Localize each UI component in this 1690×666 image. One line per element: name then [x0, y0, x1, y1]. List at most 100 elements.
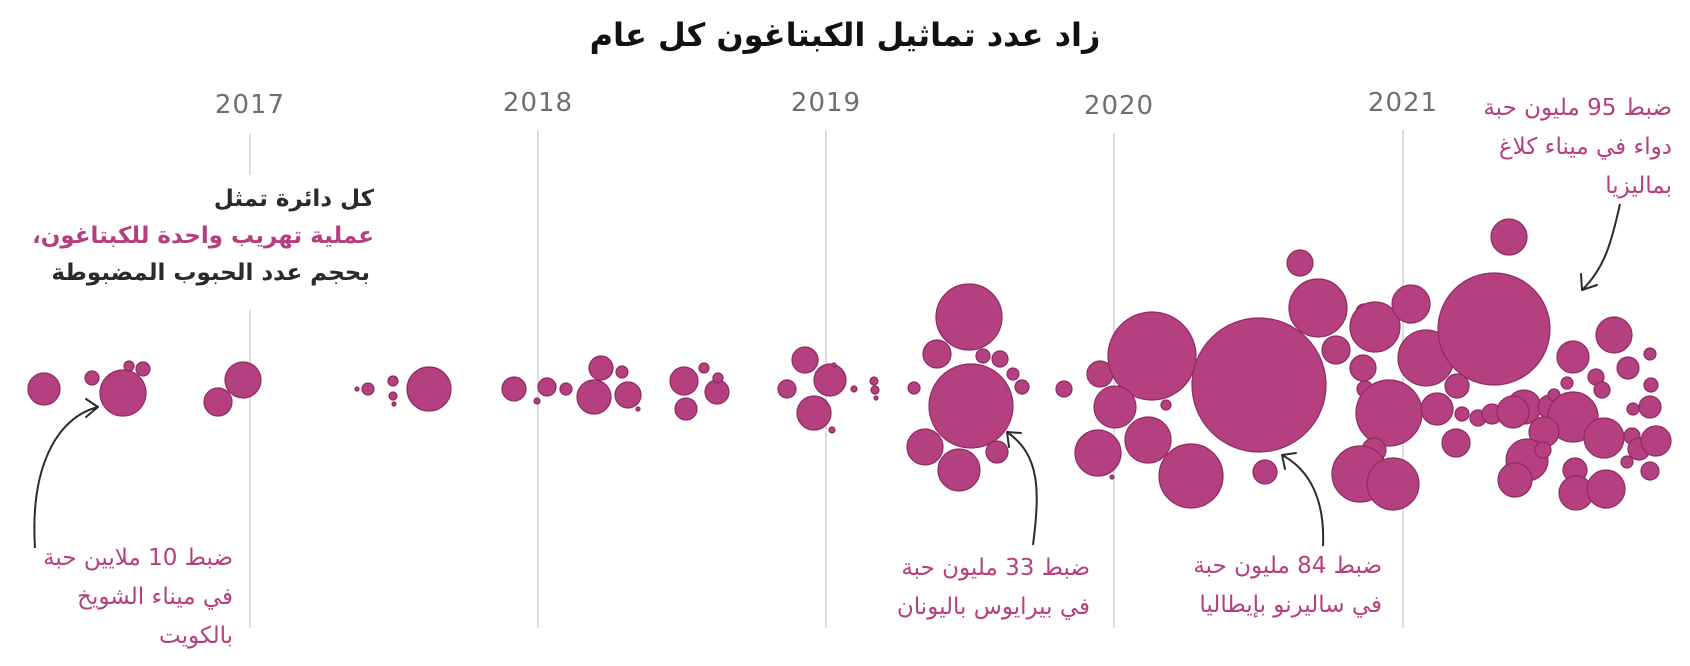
annotations: ضبط 10 ملايين حبة في ميناء الشويخ بالكوي… [43, 95, 1672, 649]
seizure-bubble-53 [1160, 399, 1172, 411]
seizure-bubble-98 [1496, 395, 1530, 429]
seizure-bubble-72 [1366, 457, 1420, 511]
seizure-bubble-55 [1074, 429, 1122, 477]
arrow-italy [1281, 454, 1325, 547]
seizure-bubble-91 [1638, 395, 1662, 419]
legend-line-2: عملية تهريب واحدة للكبتاغون، [32, 223, 374, 249]
annotation-greece-line-2: في بيرايوس باليونان [897, 594, 1090, 620]
seizure-bubble-15 [533, 397, 541, 405]
seizure-bubble-80 [1490, 218, 1528, 256]
seizure-bubble-69 [1355, 379, 1423, 447]
annotation-malaysia-line-2: دواء في ميناء كلاغ [1499, 134, 1672, 160]
seizure-bubble-47 [937, 448, 981, 492]
annotation-malaysia-line-1: ضبط 95 مليون حبة [1483, 95, 1672, 121]
seizure-bubble-4 [123, 360, 135, 372]
seizure-bubble-6 [203, 387, 233, 417]
seizure-bubble-76 [1420, 392, 1454, 426]
seizure-bubble-29 [791, 346, 819, 374]
annotation-italy-line-2: في ساليرنو بإيطاليا [1199, 592, 1382, 618]
seizure-bubble-25 [704, 379, 730, 405]
seizure-bubble-19 [615, 365, 629, 379]
seizure-bubble-20 [576, 379, 612, 415]
seizure-bubble-32 [850, 385, 858, 393]
seizure-bubble-28 [777, 379, 797, 399]
seizure-bubble-97 [1441, 428, 1471, 458]
seizure-bubble-45 [928, 363, 1014, 449]
seizure-bubble-27 [674, 397, 698, 421]
seizure-bubble-87 [1595, 316, 1633, 354]
seizure-bubble-8 [354, 386, 360, 392]
seizure-bubble-16 [537, 377, 557, 397]
arrow-malaysia [1581, 203, 1621, 291]
annotation-italy-line-1: ضبط 84 مليون حبة [1193, 553, 1382, 579]
seizure-bubble-89 [1643, 347, 1657, 361]
seizure-bubble-106 [1497, 462, 1533, 498]
seizure-bubble-13 [406, 366, 452, 412]
seizure-bubble-9 [361, 382, 375, 396]
arrowhead-greece [1006, 431, 1022, 448]
annotation-kuwait-line-3: بالكويت [159, 623, 233, 649]
seizure-bubble-39 [935, 283, 1003, 351]
seizure-bubble-12 [391, 401, 397, 407]
annotation-kuwait-line-2: في ميناء الشويخ [77, 584, 233, 610]
seizure-bubble-58 [1158, 443, 1224, 509]
seizure-bubble-60 [1191, 317, 1327, 453]
seizure-bubble-44 [1014, 379, 1030, 395]
seizure-bubble-96 [1620, 455, 1634, 469]
bubbles [27, 218, 1672, 511]
arrow-kuwait [33, 406, 99, 549]
legend-line-1: كل دائرة تمثل [214, 186, 375, 212]
seizure-bubble-75 [1444, 373, 1470, 399]
seizure-bubble-73 [1391, 284, 1431, 324]
year-label-2020: 2020 [1084, 91, 1154, 121]
annotation-arrows [33, 203, 1621, 549]
seizure-bubble-23 [669, 366, 699, 396]
seizure-bubble-42 [991, 350, 1009, 368]
seizure-bubble-77 [1454, 406, 1470, 422]
seizure-bubble-1 [27, 372, 61, 406]
seizure-bubble-105 [1534, 441, 1552, 459]
seizure-bubble-26 [712, 372, 724, 384]
arrow-greece [1006, 431, 1038, 546]
year-label-2019: 2019 [791, 88, 861, 118]
seizure-bubble-99 [1556, 340, 1590, 374]
seizure-bubble-62 [1286, 249, 1314, 277]
chart-title: زاد عدد تماثيل الكبتاغون كل عام [590, 16, 1101, 54]
seizure-bubble-43 [1006, 367, 1020, 381]
seizure-bubble-10 [387, 375, 399, 387]
seizure-bubble-88 [1616, 356, 1640, 380]
legend-line-3: بحجم عدد الحبوب المضبوطة [51, 260, 370, 286]
seizure-bubble-5 [135, 361, 151, 377]
seizure-bubble-41 [975, 348, 991, 364]
arrowhead-italy [1281, 452, 1297, 470]
seizure-bubble-81 [1437, 272, 1551, 386]
annotation-kuwait-line-1: ضبط 10 ملايين حبة [43, 545, 233, 571]
seizure-bubble-49 [1055, 380, 1073, 398]
year-label-2018: 2018 [503, 88, 573, 118]
seizure-bubble-92 [1626, 402, 1640, 416]
seizure-bubble-110 [1640, 461, 1660, 481]
seizure-bubble-17 [559, 382, 573, 396]
seizure-bubble-18 [588, 355, 614, 381]
seizure-bubble-61 [1252, 459, 1278, 485]
seizure-bubble-38 [828, 426, 836, 434]
seizure-bubble-66 [1349, 354, 1377, 382]
arrowhead-kuwait [85, 398, 99, 418]
seizure-bubble-46 [906, 428, 944, 466]
size-legend: كل دائرة تمثل عملية تهريب واحدة للكبتاغو… [32, 186, 375, 286]
seizure-bubble-3 [99, 369, 147, 417]
seizure-bubble-108 [1586, 469, 1626, 509]
seizure-bubble-7 [224, 361, 262, 399]
annotation-malaysia-line-3: بماليزيا [1605, 173, 1672, 199]
seizure-bubble-52 [1107, 311, 1197, 401]
seizure-bubble-57 [1109, 474, 1115, 480]
seizure-bubble-30 [813, 363, 847, 397]
annotation-greece-line-1: ضبط 33 مليون حبة [901, 555, 1090, 581]
seizure-bubble-56 [1124, 416, 1172, 464]
seizure-bubble-22 [635, 406, 641, 412]
seizure-bubble-2 [84, 370, 100, 386]
year-labels: 2017 2018 2019 2020 2021 [215, 88, 1437, 121]
seizure-bubble-36 [907, 381, 921, 395]
seizure-bubble-63 [1288, 278, 1348, 338]
